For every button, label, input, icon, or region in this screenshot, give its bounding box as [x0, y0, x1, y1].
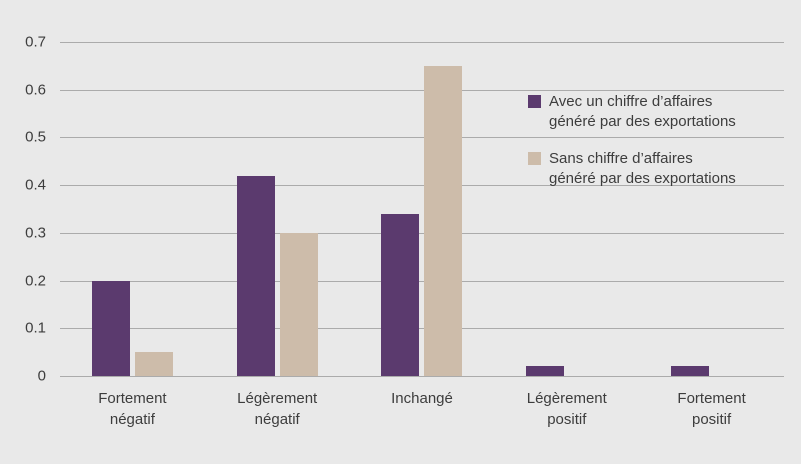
x-axis-label: Légèrement négatif	[237, 390, 318, 428]
x-axis-label: Fortement positif	[677, 390, 746, 428]
legend-swatch	[528, 152, 541, 165]
gridline	[60, 137, 784, 139]
bar	[381, 213, 420, 376]
x-axis-label: Légèrement positif	[526, 390, 607, 428]
x-axis-label: Inchangé	[391, 390, 453, 407]
bar	[279, 232, 318, 376]
x-axis-label: Fortement négatif	[98, 390, 167, 428]
gridline	[60, 232, 784, 234]
y-tick-label: 0.1	[25, 319, 46, 337]
bar-group	[60, 42, 205, 376]
bar	[236, 175, 275, 376]
legend: Avec un chiffre d’affaires généré par des…	[528, 92, 736, 189]
y-tick-label: 0.7	[25, 33, 46, 51]
x-axis: Fortement négatif Légèrement négatif Inchang…	[60, 388, 784, 430]
y-tick-label: 0.2	[25, 272, 46, 290]
gridline	[60, 328, 784, 330]
y-tick-label: 0.4	[25, 176, 46, 194]
plot-area	[60, 42, 784, 377]
bar-group	[350, 42, 495, 376]
legend-item: Sans chiffre d’affaires généré par des ex…	[528, 149, 736, 189]
bar	[424, 65, 463, 376]
bar	[91, 280, 130, 376]
bar-group	[639, 42, 784, 376]
bar-group	[494, 42, 639, 376]
y-tick-label: 0.5	[25, 128, 46, 146]
gridline	[60, 280, 784, 282]
bar	[134, 352, 173, 376]
gridline	[60, 185, 784, 187]
y-tick-label: 0	[37, 367, 46, 385]
legend-label: Sans chiffre d’affaires généré par des ex…	[549, 150, 736, 187]
y-axis: 0.7 0.6 0.5 0.4 0.3 0.2 0.1 0	[0, 34, 50, 385]
bar	[671, 366, 710, 376]
gridline	[60, 42, 784, 43]
legend-label: Avec un chiffre d’affaires généré par des…	[549, 93, 736, 130]
gridline	[60, 376, 784, 377]
y-tick-label: 0.3	[25, 224, 46, 242]
bar	[526, 366, 565, 376]
bar-group	[205, 42, 350, 376]
legend-item: Avec un chiffre d’affaires généré par des…	[528, 92, 736, 132]
gridline	[60, 89, 784, 91]
legend-swatch	[528, 95, 541, 108]
bar-series	[60, 42, 784, 376]
y-tick-label: 0.6	[25, 81, 46, 99]
